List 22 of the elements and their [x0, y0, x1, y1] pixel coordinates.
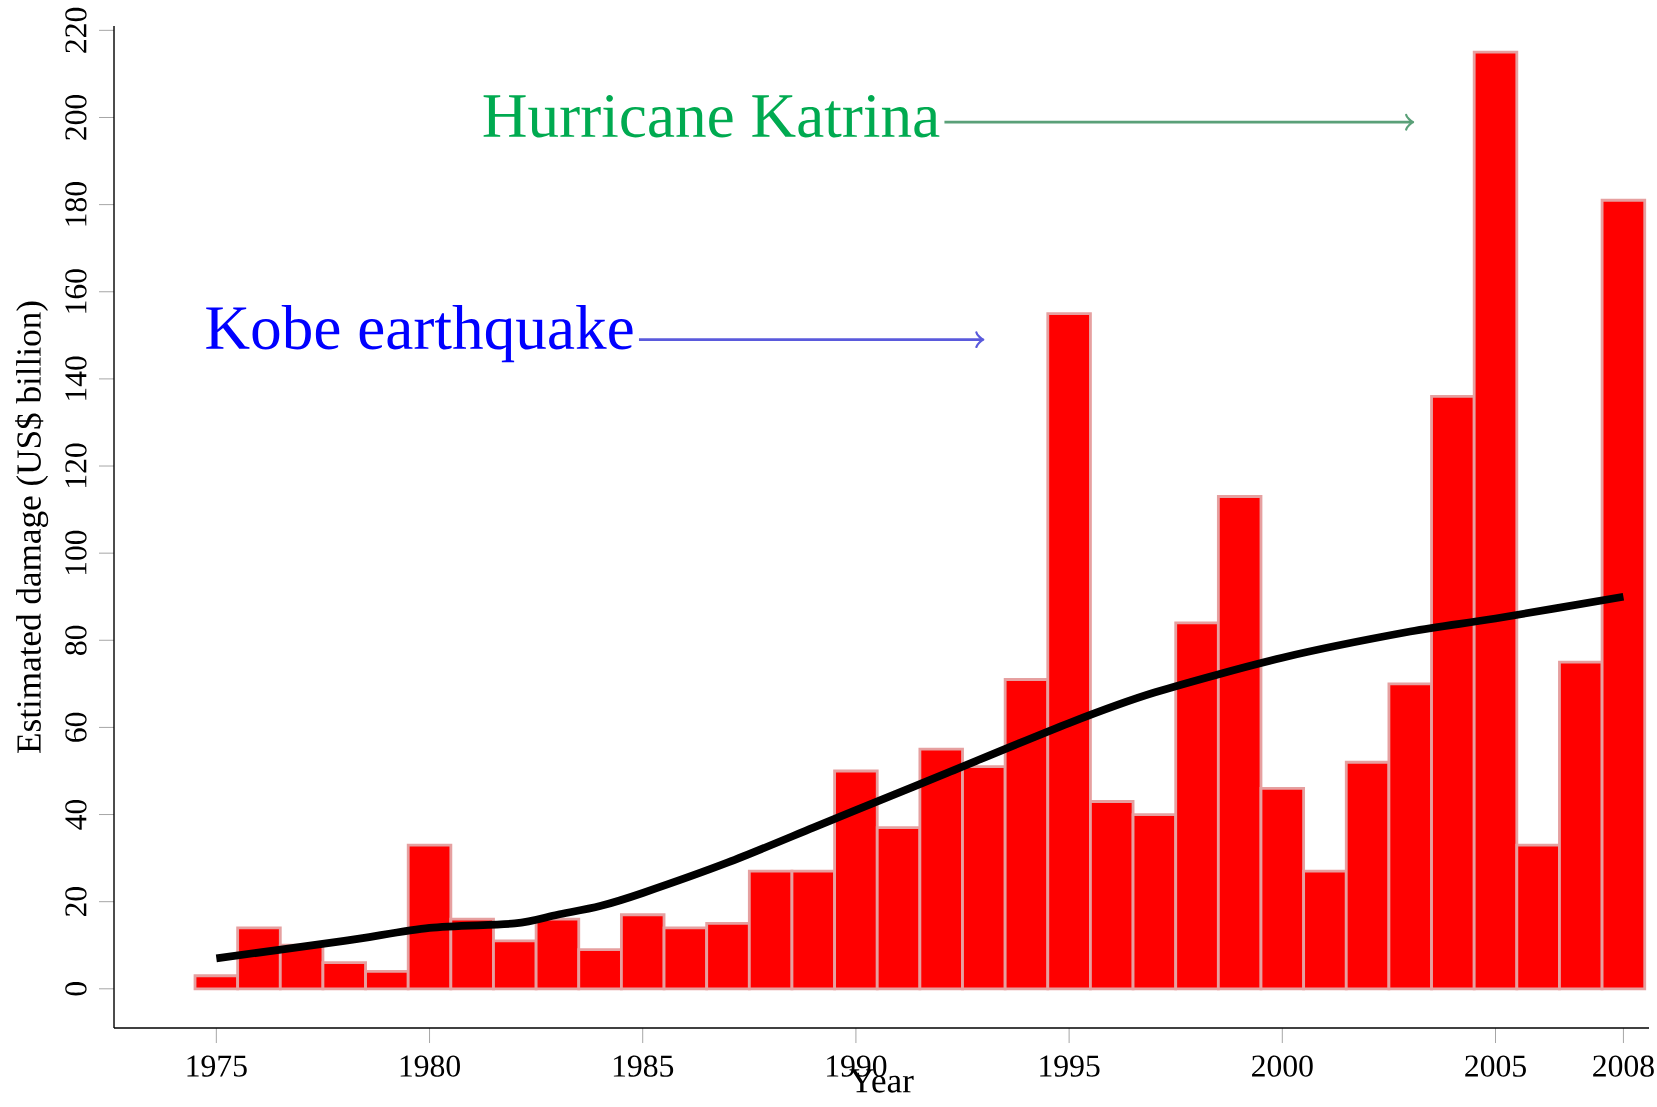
x-tick-label: 1975 [187, 1055, 247, 1077]
y-tick-label: 160 [65, 269, 87, 313]
y-tick-label: 40 [65, 799, 87, 830]
x-tick-label: 2000 [1252, 1055, 1313, 1077]
y-tick-label: 0 [65, 982, 87, 996]
y-tick-label: 60 [65, 712, 87, 742]
y-tick-label: 140 [65, 356, 87, 400]
y-tick-label: 20 [65, 887, 87, 917]
x-tick-label: 1995 [1040, 1055, 1100, 1077]
x-tick-label: 2005 [1465, 1055, 1526, 1077]
y-tick-label: 100 [65, 530, 87, 575]
y-axis-title: Estimated damage (US$ billion) [15, 301, 49, 753]
x-tick-label: 1980 [400, 1055, 460, 1077]
y-tick-label: 220 [65, 7, 87, 53]
annotation: Kobe earthquake [206, 304, 633, 363]
y-tick-label: 80 [65, 625, 87, 655]
y-tick-label: 120 [65, 443, 87, 487]
annotation: Hurricane Katrina [483, 94, 940, 138]
x-tick-label: 1985 [613, 1055, 674, 1077]
x-tick-label: 2008 [1593, 1055, 1654, 1077]
y-tick-label: 200 [65, 94, 87, 140]
y-tick-label: 180 [65, 182, 87, 226]
